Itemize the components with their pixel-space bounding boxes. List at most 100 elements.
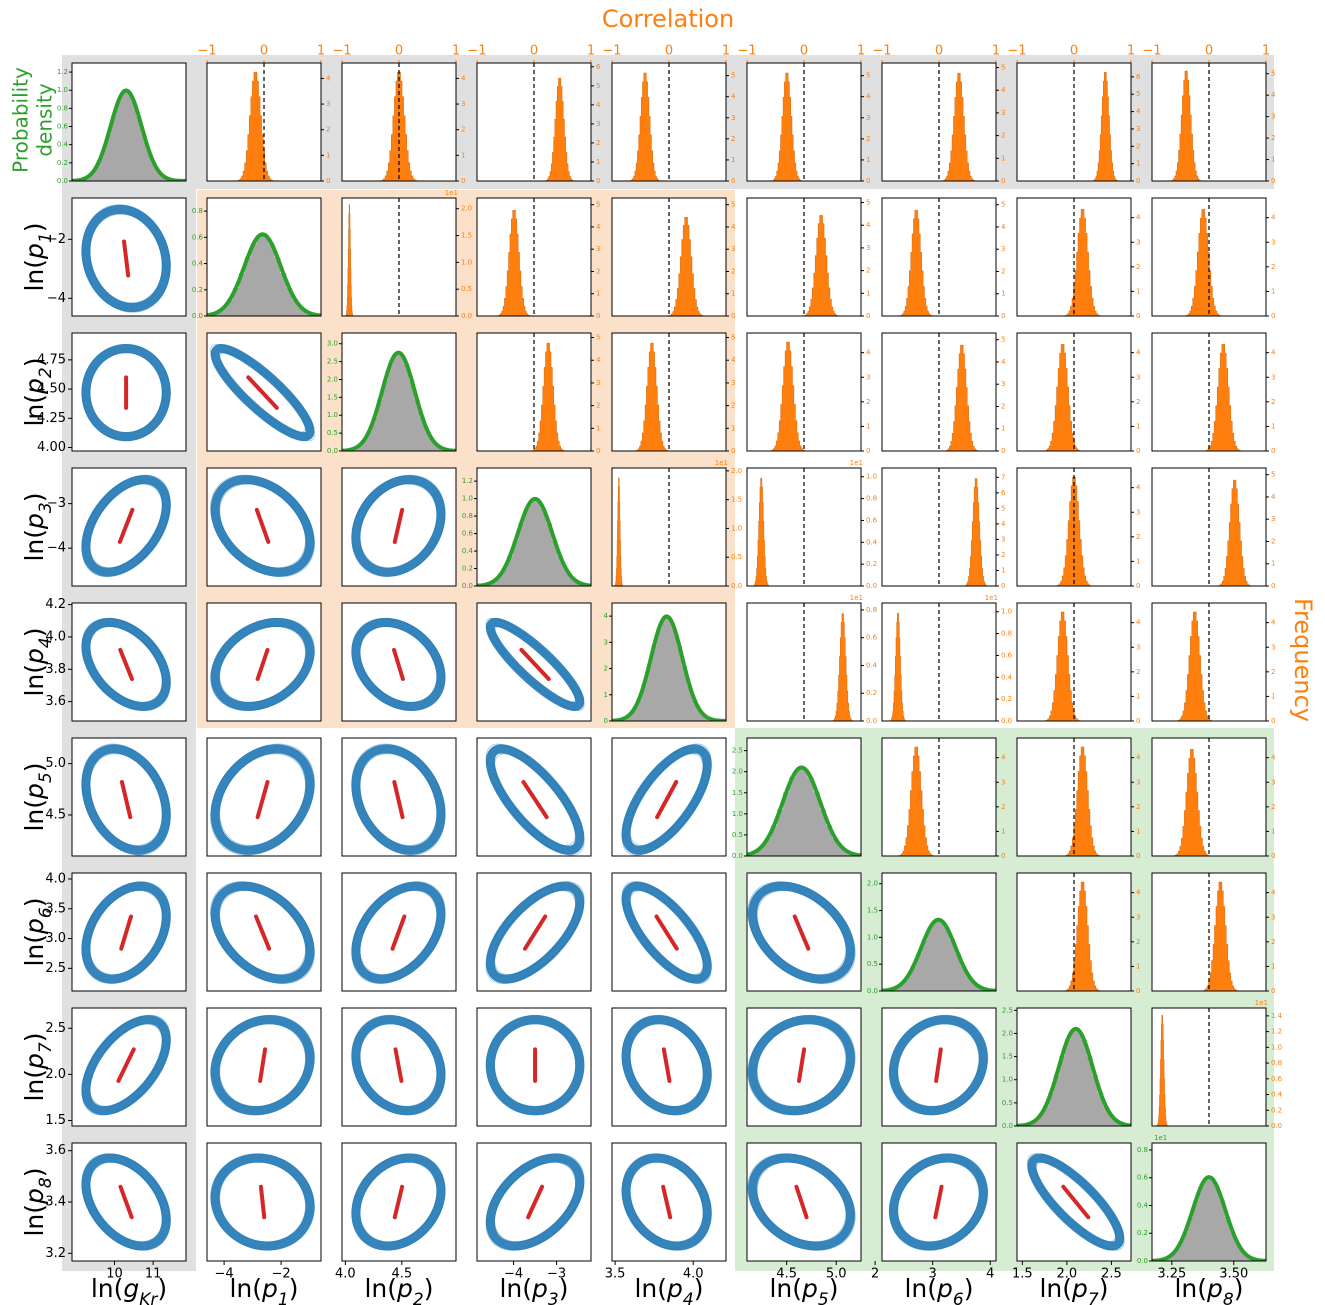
ellipse: [485, 617, 585, 711]
panel-border: [476, 872, 592, 992]
x-tick-label: 2.5: [1101, 1267, 1122, 1282]
frequency-tick-label: 2: [1136, 142, 1140, 150]
ellipse-outer: [81, 1153, 171, 1251]
frequency-tick-label: 4: [461, 74, 466, 82]
label-fn: ln(: [769, 1274, 802, 1303]
panel-content: [485, 617, 585, 711]
ellipse-inner: [494, 1023, 576, 1107]
panel-border: [71, 197, 187, 317]
frequency-tick-label: 1: [731, 290, 735, 298]
x-tick-label: −4: [504, 1267, 523, 1282]
panel-border: [1016, 62, 1132, 182]
frequency-tick-label: 2: [1271, 398, 1275, 406]
frequency-tick-label: 0: [731, 312, 735, 320]
diag-histogram: [355, 353, 441, 451]
ellipse-inner: [897, 1161, 980, 1243]
ellipse-inner: [89, 213, 163, 304]
regression-line: [392, 780, 405, 820]
ellipse-inner: [89, 1023, 163, 1107]
frequency-tick-label: 0: [1136, 177, 1140, 185]
panel-content: [614, 477, 624, 586]
panel-border: [611, 872, 727, 992]
frequency-tick-label: 3: [596, 120, 600, 128]
y-tick-label: −3: [47, 496, 66, 511]
panel-content: [1184, 209, 1222, 316]
density-curve: [342, 350, 456, 451]
ellipse-outer: [81, 743, 171, 856]
label-var: p: [531, 1274, 548, 1303]
frequency-tick-label: 3: [326, 100, 330, 108]
frequency-tick-label: 4: [1136, 754, 1141, 762]
ellipse-inner: [756, 1161, 847, 1243]
frequency-tick-label: 1: [596, 158, 600, 166]
frequency-tick-label: 3: [596, 379, 600, 387]
density-tick-label: 0.6: [1137, 1174, 1149, 1182]
ellipse-inner: [1035, 1161, 1116, 1243]
density-tick-label: 0.5: [867, 960, 878, 968]
ellipse-outer: [1027, 1153, 1125, 1251]
panel-border: [746, 332, 862, 452]
density-tick-label: 0.8: [1137, 1146, 1148, 1154]
regression-line: [519, 647, 551, 681]
label-sub: 5: [36, 772, 56, 783]
ellipse: [81, 744, 171, 855]
x-tick-label: 4.0: [335, 1267, 356, 1282]
frequency-tick-label: 3: [1271, 515, 1275, 523]
frequency-tick-label: 0.6: [866, 634, 878, 642]
frequency-tick-label: 5: [1001, 336, 1005, 344]
correlation-tick-label: −1: [1007, 44, 1026, 59]
frequency-tick-label: 2: [1271, 803, 1275, 811]
ellipse-inner: [359, 1161, 438, 1243]
panel-border: [881, 1007, 997, 1127]
diag-histogram: [626, 617, 708, 721]
panel-content: [1204, 344, 1242, 451]
ellipse: [81, 344, 171, 442]
regression-line: [661, 1184, 673, 1220]
ellipse-outer: [485, 1014, 585, 1116]
frequency-tick-label: 1: [1136, 827, 1140, 835]
x-tick-label: 3.5: [605, 1267, 626, 1282]
y-tick-label: 2.0: [45, 1067, 66, 1082]
frequency-offset: 1e1: [1255, 999, 1268, 1007]
regression-line: [526, 1184, 545, 1220]
label-fn: ln(: [229, 1274, 262, 1303]
ellipse-inner: [89, 890, 163, 976]
ellipse-inner: [359, 890, 438, 975]
correlation-histogram: [753, 477, 770, 586]
ellipse-inner: [629, 1161, 704, 1243]
panel-border: [341, 602, 457, 722]
frequency-tick-label: 1: [1001, 566, 1005, 574]
panel-content: [351, 881, 446, 984]
x-tick-label: 3: [929, 1267, 937, 1282]
frequency-tick-label: 0: [731, 177, 735, 185]
axis-label: ln(p8): [20, 1167, 56, 1236]
frequency-tick-label: 0: [731, 447, 735, 455]
frequency-tick-label: 0.6: [866, 516, 878, 524]
frequency-tick-label: 1: [866, 422, 870, 430]
frequency-tick-label: 1.0: [461, 258, 472, 266]
regression-line: [254, 914, 272, 951]
density-tick-label: 0.4: [462, 547, 474, 555]
correlation-tick-label: 0: [530, 44, 538, 59]
correlation-histogram: [236, 71, 275, 181]
panel-border: [1151, 1142, 1267, 1262]
frequency-tick-label: 3: [461, 100, 465, 108]
frequency-tick-label: 5: [1001, 64, 1005, 72]
density-tick-label: 0.6: [57, 123, 69, 131]
label-close: ): [20, 1167, 49, 1177]
frequency-tick-label: 0.6: [1271, 1075, 1283, 1083]
axis-label: ln(p3): [499, 1274, 568, 1305]
frequency-tick-label: 3: [1136, 913, 1140, 921]
frequency-tick-label: 0.2: [866, 560, 877, 568]
regression-line: [390, 914, 407, 951]
density-tick-label: 0.8: [57, 104, 68, 112]
density-tick-label: 0.8: [462, 512, 473, 520]
panel-content: [635, 342, 669, 451]
frequency-tick-label: 3: [1136, 508, 1140, 516]
frequency-tick-label: 4: [1271, 349, 1276, 357]
ellipse-outer: [210, 1014, 315, 1116]
density-curve: [612, 614, 726, 721]
panel-content: [351, 474, 446, 578]
ellipse: [748, 1153, 855, 1251]
panel-border: [476, 602, 592, 722]
